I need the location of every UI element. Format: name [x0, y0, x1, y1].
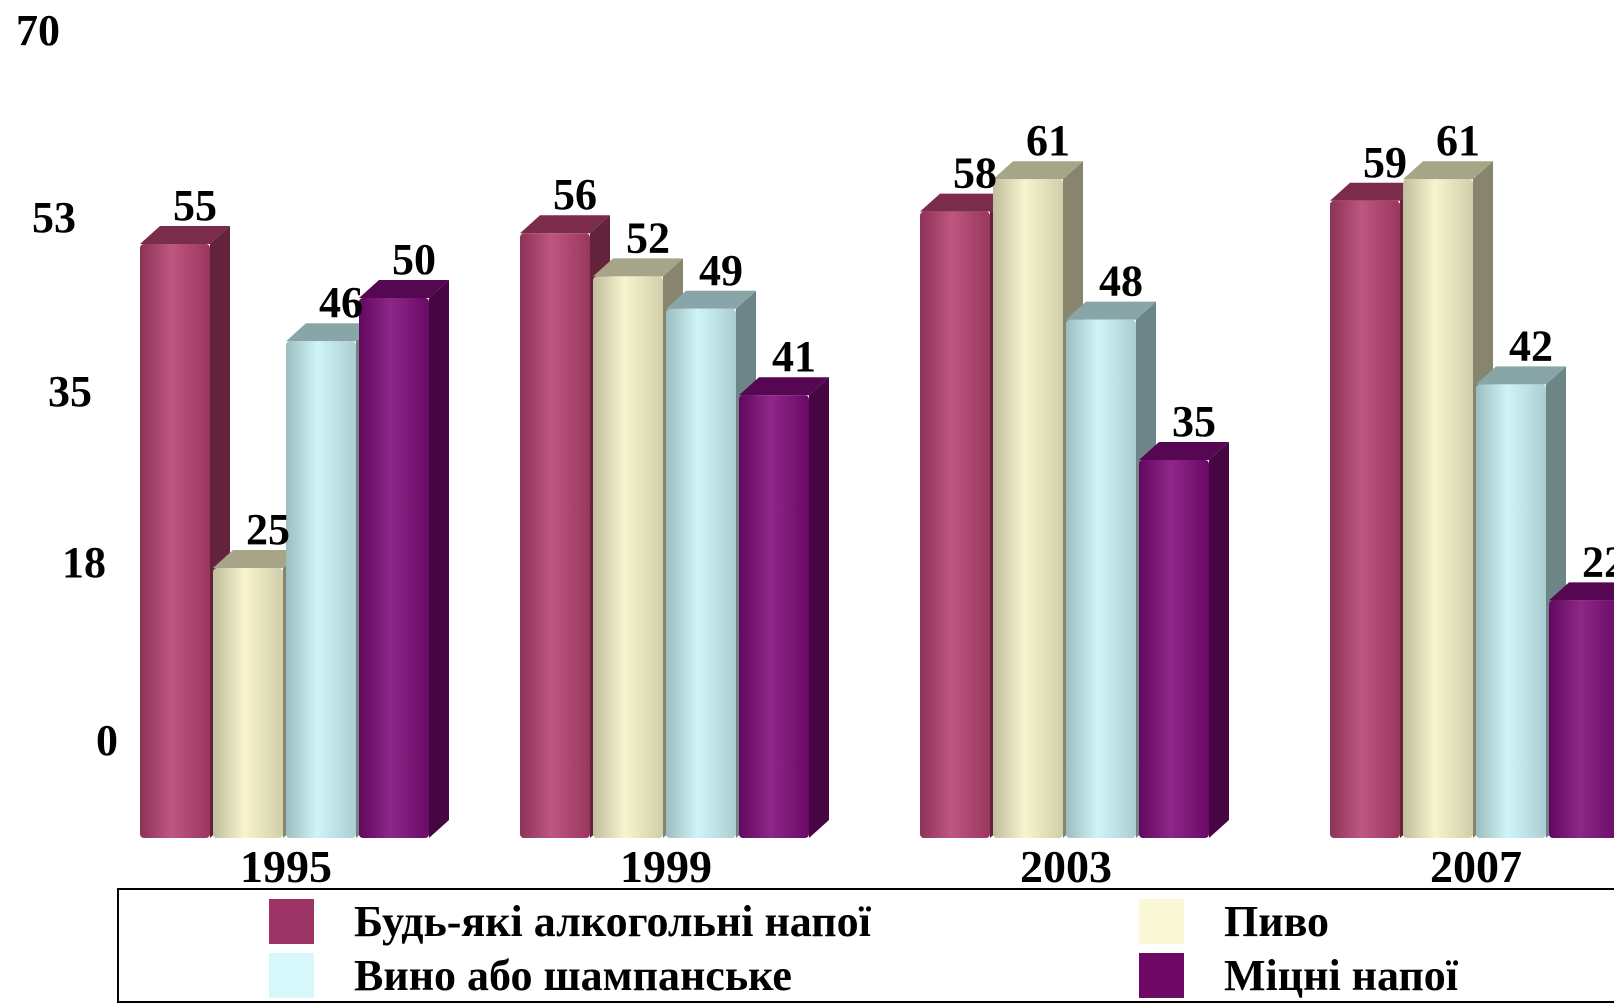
y-tick-label: 18 — [62, 538, 106, 587]
data-label: 48 — [1099, 257, 1143, 306]
data-label: 50 — [392, 235, 436, 284]
data-label: 61 — [1436, 116, 1480, 165]
legend-swatch-beer — [1139, 899, 1184, 944]
data-label: 56 — [553, 170, 597, 219]
legend-item-wine: Вино або шампанське — [269, 950, 792, 1001]
data-label: 42 — [1509, 321, 1553, 370]
y-tick-label: 53 — [32, 193, 76, 242]
bars — [140, 161, 1614, 839]
legend: Будь-які алкогольні напої Пиво Вино або … — [117, 888, 1614, 1003]
legend-swatch-spirits — [1139, 953, 1184, 998]
category-label: 2007 — [1430, 841, 1522, 892]
data-label: 25 — [246, 505, 290, 554]
y-tick-label: 0 — [96, 716, 118, 765]
y-tick-label: 35 — [48, 367, 92, 416]
legend-label-any-alcohol: Будь-які алкогольні напої — [354, 897, 871, 946]
bar — [1139, 442, 1229, 838]
bar — [739, 377, 829, 838]
legend-label-beer: Пиво — [1224, 897, 1330, 946]
legend-label-spirits: Міцні напої — [1224, 951, 1459, 1000]
category-label: 1995 — [240, 841, 332, 892]
legend-item-spirits: Міцні напої — [1139, 950, 1458, 1001]
data-label: 61 — [1026, 116, 1070, 165]
data-label: 22 — [1582, 537, 1614, 586]
legend-item-beer: Пиво — [1139, 896, 1329, 947]
legend-swatch-any-alcohol — [269, 899, 314, 944]
data-label: 41 — [772, 332, 816, 381]
bar — [359, 280, 449, 838]
data-labels: 55 25 46 50 56 52 49 41 58 61 48 35 59 61 42 22 — [173, 116, 1614, 586]
data-label: 35 — [1172, 397, 1216, 446]
data-label: 52 — [626, 213, 670, 262]
legend-swatch-wine — [269, 953, 314, 998]
legend-item-any-alcohol: Будь-які алкогольні напої — [269, 896, 871, 947]
data-label: 58 — [953, 149, 997, 198]
data-label: 59 — [1363, 138, 1407, 187]
category-labels: 1995 1999 2003 2007 — [240, 841, 1522, 892]
bar — [1549, 582, 1614, 838]
y-tick-label: 70 — [16, 6, 60, 55]
category-label: 2003 — [1020, 841, 1112, 892]
legend-label-wine: Вино або шампанське — [354, 951, 792, 1000]
y-axis-ticks: 0 18 35 53 70 — [16, 6, 118, 765]
data-label: 49 — [699, 246, 743, 295]
data-label: 46 — [319, 278, 363, 327]
data-label: 55 — [173, 181, 217, 230]
category-label: 1999 — [620, 841, 712, 892]
